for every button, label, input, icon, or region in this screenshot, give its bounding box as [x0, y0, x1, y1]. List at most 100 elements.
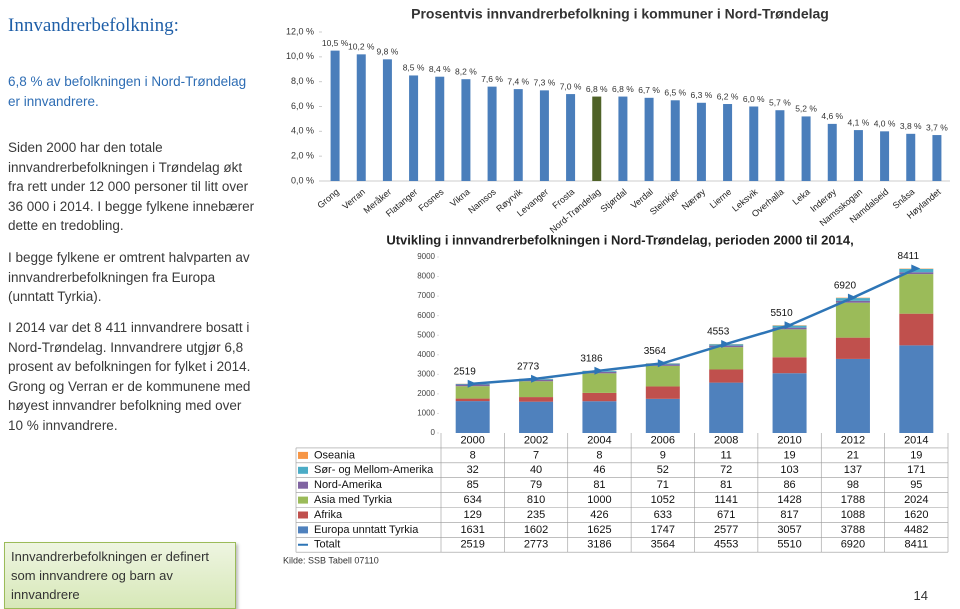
table-cell: 1631 — [460, 524, 484, 536]
table-cell: 71 — [657, 479, 669, 491]
y-tick-label: 2,0 % — [291, 151, 314, 161]
y-tick-label: 3000 — [417, 369, 435, 378]
table-header-year: 2002 — [524, 434, 548, 446]
data-label: 8,2 % — [455, 66, 477, 76]
bar — [749, 107, 758, 182]
legend-key — [298, 512, 308, 519]
table-cell: 19 — [910, 449, 922, 461]
table-row-label: Nord-Amerika — [314, 479, 383, 491]
data-label: 6,2 % — [717, 91, 739, 101]
table-cell: 810 — [527, 494, 545, 506]
table-row-label: Sør- og Mellom-Amerika — [314, 464, 434, 476]
data-label: 6,3 % — [691, 90, 713, 100]
data-label: 3186 — [580, 353, 603, 364]
source: Kilde: SSB Tabell 07110 — [283, 555, 379, 565]
table-cell: 2024 — [904, 494, 928, 506]
bar — [828, 124, 837, 181]
data-label: 6920 — [834, 280, 857, 291]
table-cell: 1000 — [587, 494, 611, 506]
bar — [540, 90, 549, 181]
y-tick-label: 0,0 % — [291, 175, 314, 185]
legend-key — [298, 497, 308, 504]
bar-segment — [582, 401, 616, 433]
table-cell: 85 — [467, 479, 479, 491]
data-label: 6,8 % — [586, 84, 608, 94]
bar — [645, 98, 654, 181]
data-label: 3564 — [644, 346, 667, 357]
bar — [618, 97, 627, 181]
table-cell: 98 — [847, 479, 859, 491]
data-label: 6,0 % — [743, 94, 765, 104]
y-tick-label: 7000 — [417, 291, 435, 300]
table-cell: 4482 — [904, 524, 928, 536]
table-cell: 2773 — [524, 539, 548, 551]
bar — [383, 59, 392, 181]
table-cell: 11 — [720, 449, 731, 461]
table-header-year: 2008 — [714, 434, 738, 446]
bar-segment — [456, 399, 490, 402]
bar — [514, 89, 523, 181]
data-label: 8,4 % — [429, 64, 451, 74]
data-label: 10,2 % — [348, 42, 375, 52]
table-cell: 1625 — [587, 524, 611, 536]
y-tick-label: 4000 — [417, 350, 435, 359]
y-tick-label: 2000 — [417, 389, 435, 398]
data-label: 4,1 % — [848, 117, 870, 127]
table-header-year: 2014 — [904, 434, 928, 446]
table-cell: 3788 — [841, 524, 865, 536]
table-cell: 171 — [907, 464, 925, 476]
bar — [592, 97, 601, 181]
table-row-label: Europa unntatt Tyrkia — [314, 524, 419, 536]
bar — [802, 116, 811, 181]
bar-segment — [899, 345, 933, 433]
data-label: 7,6 % — [481, 74, 503, 84]
table-cell: 21 — [847, 449, 859, 461]
y-tick-label: 10,0 % — [286, 51, 314, 61]
bar — [854, 130, 863, 181]
table-cell: 1788 — [841, 494, 865, 506]
table-cell: 3564 — [651, 539, 675, 551]
table-cell: 40 — [530, 464, 542, 476]
bar — [880, 131, 889, 181]
table-row-label: Oseania — [314, 449, 356, 461]
data-label: 7,0 % — [560, 81, 582, 91]
bar-segment — [836, 338, 870, 359]
table-cell: 129 — [464, 509, 482, 521]
table-header-year: 2006 — [651, 434, 675, 446]
table-cell: 103 — [780, 464, 798, 476]
y-tick-label: 12,0 % — [286, 26, 314, 36]
y-tick-label: 6000 — [417, 311, 435, 320]
table-cell: 817 — [780, 509, 798, 521]
y-tick-label: 8,0 % — [291, 76, 314, 86]
table-cell: 634 — [464, 494, 482, 506]
legend-key — [298, 467, 308, 474]
table-cell: 81 — [593, 479, 605, 491]
bar-segment — [519, 397, 553, 402]
bar — [723, 104, 732, 181]
table-header-year: 2010 — [777, 434, 801, 446]
table-cell: 426 — [590, 509, 608, 521]
bar-segment — [709, 369, 743, 382]
bar-segment — [646, 386, 680, 398]
data-label: 6,7 % — [638, 85, 660, 95]
bar-segment — [709, 383, 743, 433]
table-cell: 72 — [720, 464, 732, 476]
data-label: 7,4 % — [507, 76, 529, 86]
table-cell: 671 — [717, 509, 735, 521]
bar — [566, 94, 575, 181]
table-cell: 1620 — [904, 509, 928, 521]
table-cell: 52 — [657, 464, 669, 476]
bar — [671, 100, 680, 181]
table-cell: 1141 — [714, 494, 738, 506]
bar-segment — [773, 329, 807, 357]
y-tick-label: 5000 — [417, 330, 435, 339]
chart-title: Prosentvis innvandrerbefolkning i kommun… — [411, 6, 829, 22]
data-label: 5,2 % — [795, 104, 817, 114]
bar-segment — [836, 303, 870, 338]
table-row-label: Afrika — [314, 509, 343, 521]
data-label: 8411 — [898, 251, 920, 262]
data-label: 9,8 % — [377, 47, 399, 57]
data-label: 5,7 % — [769, 97, 791, 107]
bar-segment — [456, 386, 490, 398]
